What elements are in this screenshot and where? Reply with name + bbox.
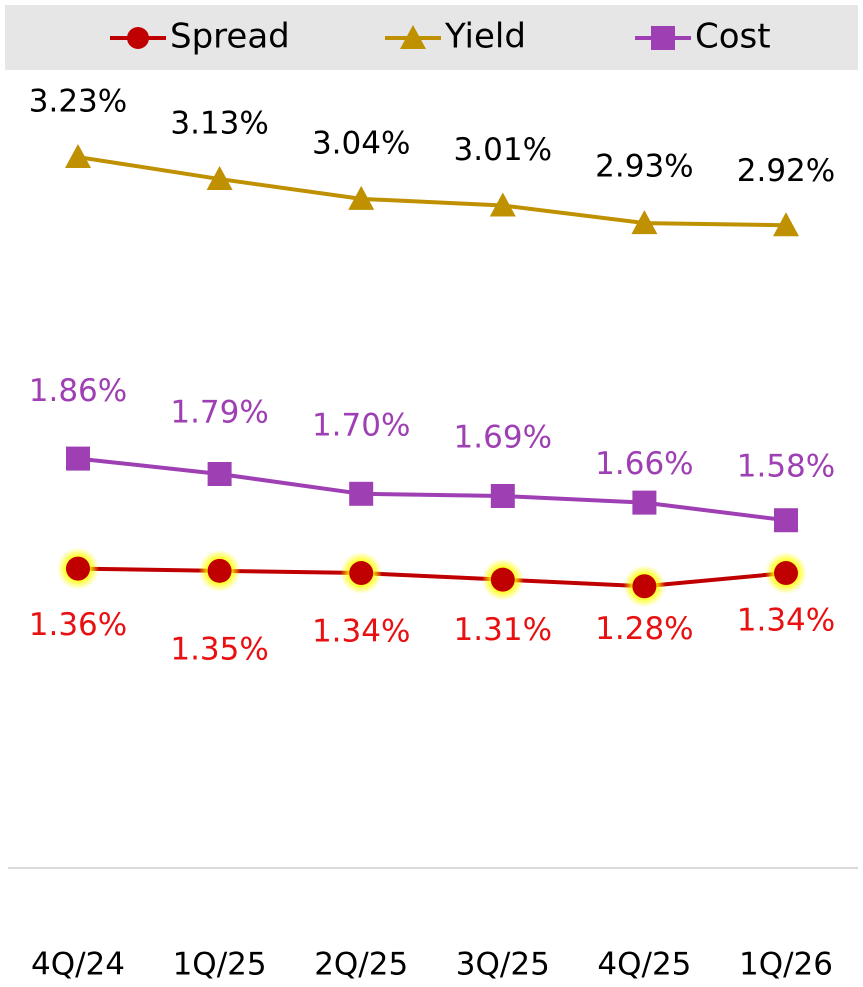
data-label: 1.34% (737, 603, 835, 639)
data-label: 1.86% (29, 373, 127, 409)
data-point (490, 484, 515, 509)
data-point (774, 561, 798, 586)
data-point (65, 144, 91, 169)
legend-label: Cost (695, 17, 771, 57)
legend-label: Yield (444, 17, 526, 57)
data-point (773, 212, 799, 237)
data-label: 1.66% (595, 446, 693, 482)
data-point (489, 192, 516, 217)
data-label: 3.04% (312, 125, 410, 161)
legend-marker (651, 26, 675, 50)
data-point (490, 567, 515, 592)
series-line (77, 456, 787, 523)
data-point (207, 558, 232, 583)
x-tick-label: 1Q/26 (739, 947, 833, 983)
legend-marker (127, 27, 149, 49)
legend-marker (400, 25, 426, 49)
x-tick-label: 4Q/24 (31, 947, 125, 983)
data-point (774, 508, 798, 533)
data-label: 1.34% (312, 614, 410, 650)
x-tick-label: 2Q/25 (314, 947, 408, 983)
data-point (66, 556, 90, 581)
data-label: 1.28% (595, 611, 693, 647)
data-point (349, 481, 374, 506)
data-label: 3.01% (454, 132, 552, 168)
data-label: 1.79% (170, 395, 268, 431)
x-tick-label: 3Q/25 (456, 947, 550, 983)
data-label: 1.35% (170, 631, 268, 667)
data-point (66, 446, 90, 471)
data-point (206, 166, 233, 191)
data-label: 3.23% (29, 84, 127, 120)
series-line (77, 155, 787, 228)
series-line (77, 566, 787, 589)
data-label: 1.70% (312, 407, 410, 443)
data-label: 1.58% (737, 449, 835, 485)
data-point (632, 574, 657, 599)
data-label: 1.31% (454, 612, 552, 648)
data-label: 1.69% (454, 420, 552, 456)
data-point (632, 490, 657, 515)
data-label: 2.93% (595, 149, 693, 185)
data-label: 3.13% (170, 106, 268, 142)
data-point (207, 462, 232, 487)
data-point (631, 210, 658, 235)
legend-label: Spread (170, 17, 290, 57)
data-label: 2.92% (737, 153, 835, 189)
x-tick-label: 1Q/25 (173, 947, 267, 983)
data-point (349, 561, 374, 586)
data-label: 1.36% (29, 607, 127, 643)
data-point (348, 185, 375, 210)
x-tick-label: 4Q/25 (597, 947, 691, 983)
